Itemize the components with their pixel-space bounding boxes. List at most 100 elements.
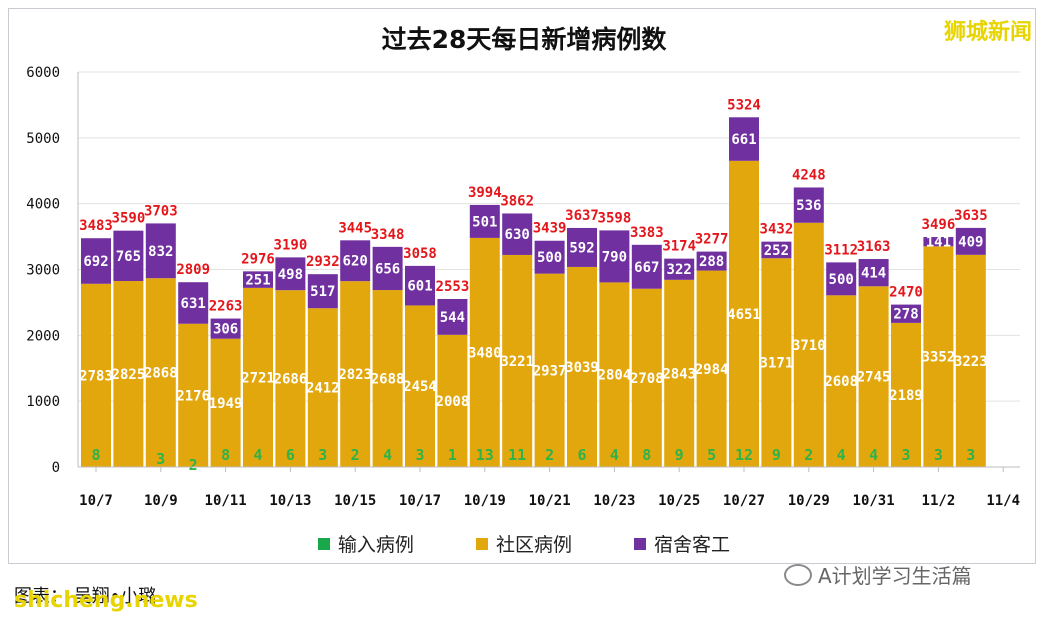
y-tick-label: 1000: [26, 394, 60, 410]
data-label-dormitory: 500: [537, 250, 562, 266]
data-label-community: 2008: [436, 394, 470, 410]
data-label-community: 3223: [954, 354, 988, 370]
data-label-community: 3352: [922, 350, 956, 366]
data-label-dormitory: 832: [148, 244, 173, 260]
data-label-imported: 6: [286, 446, 295, 464]
data-label-imported: 4: [837, 446, 846, 464]
bar-dormitory: [923, 237, 954, 247]
bars: 2783692348382825765359028688323703321766…: [79, 97, 988, 474]
data-label-dormitory: 322: [667, 262, 692, 278]
data-label-imported: 4: [610, 446, 619, 464]
data-label-dormitory: 692: [83, 254, 108, 270]
data-label-dormitory: 661: [731, 132, 756, 148]
legend-label-community: 社区病例: [495, 534, 572, 556]
data-label-dormitory: 517: [310, 284, 335, 300]
bar-dormitory: [631, 244, 662, 289]
x-tick-label: 11/2: [922, 493, 956, 509]
data-label-imported: 11: [508, 446, 526, 464]
data-label-imported: 3: [901, 446, 910, 464]
data-label-dormitory: 544: [440, 310, 465, 326]
data-label-community: 4651: [727, 307, 761, 323]
data-label-community: 2937: [533, 363, 567, 379]
bar-community: [534, 273, 565, 467]
x-tick-label: 10/21: [529, 493, 571, 509]
data-label-imported: 12: [735, 446, 753, 464]
data-label-imported: 13: [476, 446, 494, 464]
bar-community: [955, 254, 986, 467]
bar-dormitory: [178, 282, 209, 324]
legend-item-community: 社区病例: [475, 530, 572, 557]
bar-community: [631, 288, 662, 467]
legend-label-dormitory: 宿舍客工: [654, 534, 731, 556]
data-label-dormitory: 252: [764, 243, 789, 259]
data-label-imported: 8: [221, 446, 230, 464]
legend-swatch-dormitory: [634, 538, 647, 550]
x-tick-label: 10/13: [269, 493, 311, 509]
data-label-dormitory: 409: [958, 234, 983, 250]
data-label-dormitory: 498: [278, 267, 303, 283]
x-tick-label: 10/9: [144, 493, 178, 509]
data-label-imported: 8: [91, 446, 100, 464]
bar-dormitory: [340, 240, 371, 282]
bar-community: [793, 222, 824, 467]
data-label-community: 2176: [176, 388, 210, 404]
bar-community: [178, 323, 209, 467]
data-label-total: 3445: [338, 220, 372, 236]
bar-dormitory: [761, 241, 792, 259]
x-tick-label: 10/15: [334, 493, 376, 509]
bar-community: [275, 290, 306, 467]
data-label-community: 2804: [598, 368, 632, 384]
x-tick-label: 10/7: [79, 493, 113, 509]
data-label-community: 2868: [144, 366, 178, 382]
data-label-imported: 2: [545, 446, 554, 464]
data-label-total: 3058: [403, 246, 437, 262]
data-label-dormitory: 501: [472, 214, 497, 230]
wechat-icon: [784, 564, 812, 586]
bar-dormitory: [858, 259, 889, 287]
bar-community: [340, 281, 371, 467]
data-label-community: 3221: [500, 354, 534, 370]
data-label-community: 3039: [565, 360, 599, 376]
chart-title: 过去28天每日新增病例数: [381, 25, 667, 54]
bar-dormitory: [145, 223, 176, 279]
bar-community: [858, 286, 889, 467]
site-watermark: shicheng.news: [14, 588, 198, 613]
x-tick-label: 10/31: [853, 493, 895, 509]
bar-dormitory: [793, 187, 824, 223]
data-label-total: 2809: [176, 262, 210, 278]
data-label-dormitory: 765: [116, 249, 141, 265]
bar-community: [145, 278, 176, 467]
bar-dormitory: [243, 271, 273, 288]
data-label-community: 3480: [468, 345, 502, 361]
data-label-total: 2553: [436, 279, 470, 295]
y-tick-label: 2000: [26, 328, 60, 344]
bar-dormitory: [534, 240, 565, 274]
data-label-dormitory: 620: [343, 254, 368, 270]
data-label-total: 3483: [79, 218, 113, 234]
data-label-community: 2843: [662, 366, 696, 382]
data-label-community: 3171: [760, 356, 794, 372]
data-label-total: 3862: [500, 193, 534, 209]
y-tick-label: 6000: [26, 65, 60, 81]
wechat-account: A计划学习生活篇: [784, 560, 972, 589]
data-label-dormitory: 631: [181, 296, 206, 312]
bar-dormitory: [113, 230, 144, 282]
data-label-community: 2189: [889, 388, 923, 404]
bar-dormitory: [210, 318, 241, 339]
bar-community: [405, 305, 435, 467]
x-tick-label: 10/17: [399, 493, 441, 509]
wechat-account-name: A计划学习生活篇: [818, 564, 972, 588]
data-label-community: 2721: [241, 370, 275, 386]
data-label-imported: 2: [351, 446, 360, 464]
data-label-total: 3703: [144, 203, 178, 219]
bar-community: [113, 281, 144, 467]
x-tick-label: 10/19: [464, 493, 506, 509]
x-axis: 10/7 10/9 10/11 10/13 10/15 10/17 10/19 10/21 10…: [78, 466, 1020, 509]
data-label-imported: 2: [189, 456, 198, 474]
data-label-community: 2686: [274, 372, 308, 388]
data-label-community: 2984: [695, 362, 729, 378]
data-label-total: 3439: [533, 221, 567, 237]
bar-community: [437, 334, 468, 467]
data-label-total: 5324: [727, 97, 761, 113]
bar-community: [502, 254, 533, 467]
